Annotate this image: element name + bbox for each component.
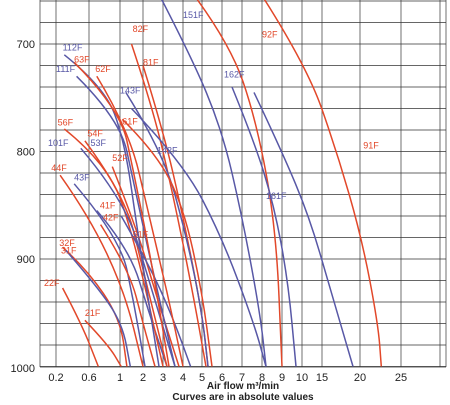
curve-label-61f: 61F (122, 117, 138, 127)
curve-111f (76, 75, 176, 367)
x-tick-label: 0.2 (48, 372, 63, 384)
curve-label-41f: 41F (100, 200, 116, 210)
x-axis-ticks: 0.2 0.6 1 2 3 4 5 6 7 8 9 10 15 20 25 (48, 372, 407, 384)
curve-label-62f: 62F (95, 64, 111, 74)
curve-82f (130, 43, 207, 367)
x-tick-label: 6 (219, 372, 225, 384)
y-tick-label: 800 (17, 147, 35, 159)
curve-label-142f: 142F (157, 146, 178, 156)
curve-21f (84, 319, 122, 367)
curve-56f (63, 128, 164, 367)
x-tick-label: 9 (279, 372, 285, 384)
curve-143f (125, 92, 209, 367)
curve-label-54f: 54F (87, 128, 103, 138)
x-tick-label: 20 (354, 372, 366, 384)
y-axis-ticks: 700 800 900 1000 (11, 39, 35, 375)
curve-92f (196, 0, 283, 367)
curve-label-101f: 101F (48, 138, 69, 148)
curve-31f (65, 249, 132, 367)
x-axis-label: Air flow m³/min (207, 381, 279, 392)
curve-label-81f: 81F (143, 58, 159, 68)
curve-142f (130, 107, 267, 367)
curve-label-56f: 56F (58, 118, 74, 128)
x-tick-label: 4 (180, 372, 186, 384)
x-tick-label: 7 (239, 372, 245, 384)
curve-42f (99, 224, 156, 367)
curve-32f (62, 246, 128, 367)
curve-label-92f: 92F (262, 30, 278, 40)
curve-label-112f: 112F (63, 42, 83, 52)
curve-label-53f: 53F (91, 138, 107, 148)
curve-label-31f: 31F (61, 246, 77, 256)
curve-label-162f: 162F (224, 69, 245, 79)
grid (39, 0, 447, 368)
x-axis-note: Curves are in absolute values (172, 392, 314, 403)
x-tick-label: 5 (199, 372, 205, 384)
curve-label-51f: 51F (133, 230, 149, 240)
x-tick-label: 15 (316, 372, 328, 384)
curve-43f (73, 183, 146, 367)
x-tick-label: 3 (160, 372, 166, 384)
curve-label-52f: 52F (112, 153, 128, 163)
curve-112f (63, 54, 160, 367)
y-tick-label: 900 (17, 254, 35, 266)
curve-22f (61, 287, 99, 367)
curve-61f (121, 118, 213, 367)
curve-label-111f: 111F (56, 64, 76, 74)
curve-151f (161, 0, 267, 367)
curve-label-42f: 42F (103, 212, 119, 222)
curve-63f (73, 61, 170, 367)
curve-91f (263, 0, 383, 367)
curve-label-82f: 82F (133, 24, 149, 34)
curve-label-151f: 151F (183, 10, 204, 20)
curve-162f (231, 86, 297, 367)
curves (59, 0, 383, 367)
curve-label-44f: 44F (51, 163, 67, 173)
curve-label-161f: 161F (266, 191, 287, 201)
x-tick-label: 8 (259, 372, 265, 384)
curve-51f (120, 215, 192, 367)
y-tick-label: 1000 (11, 363, 35, 375)
curve-label-63f: 63F (74, 54, 90, 64)
curve-label-22f: 22F (44, 278, 60, 288)
curve-label-43f: 43F (74, 173, 90, 183)
curve-62f (96, 75, 184, 367)
curve-label-21f: 21F (85, 308, 101, 318)
x-tick-label: 25 (395, 372, 407, 384)
curve-label-32f: 32F (59, 238, 75, 248)
curve-44f (59, 174, 144, 367)
curve-label-143f: 143F (120, 85, 141, 95)
x-tick-label: 2 (140, 372, 146, 384)
x-tick-label: 0.6 (81, 372, 96, 384)
curve-label-91f: 91F (363, 140, 379, 150)
x-tick-label: 10 (296, 372, 308, 384)
curve-161f (253, 92, 354, 367)
curve-53f (80, 147, 176, 367)
y-tick-label: 700 (17, 39, 35, 51)
x-tick-label: 1 (117, 372, 123, 384)
